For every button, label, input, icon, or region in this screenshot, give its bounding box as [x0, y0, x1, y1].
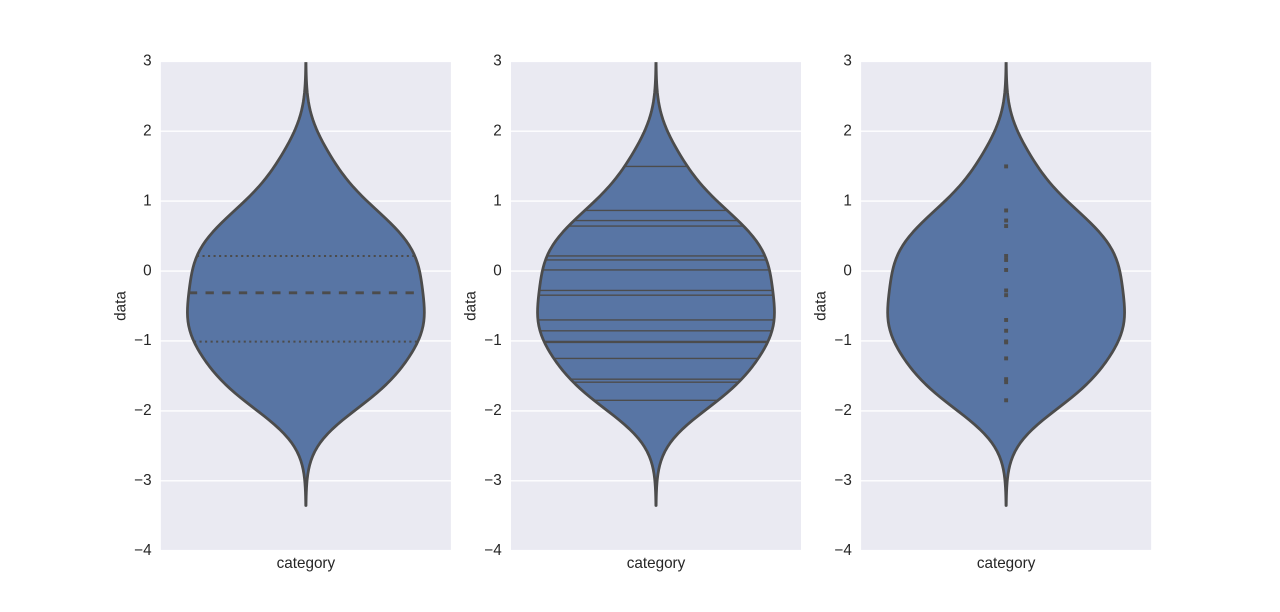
svg-text:category: category — [977, 555, 1036, 572]
svg-text:category: category — [277, 555, 336, 572]
svg-text:−2: −2 — [834, 402, 851, 419]
svg-text:−2: −2 — [134, 402, 151, 419]
svg-text:−4: −4 — [484, 542, 502, 559]
svg-text:1: 1 — [143, 192, 152, 209]
svg-text:0: 0 — [843, 262, 852, 279]
svg-text:3: 3 — [493, 52, 502, 69]
svg-text:1: 1 — [493, 192, 502, 209]
svg-text:2: 2 — [143, 122, 152, 139]
svg-text:2: 2 — [843, 122, 852, 139]
svg-text:−3: −3 — [484, 472, 501, 489]
svg-text:0: 0 — [143, 262, 152, 279]
svg-text:−2: −2 — [484, 402, 501, 419]
svg-text:3: 3 — [843, 52, 852, 69]
svg-text:−3: −3 — [834, 472, 851, 489]
svg-text:−1: −1 — [484, 332, 501, 349]
svg-text:2: 2 — [493, 122, 502, 139]
svg-text:−1: −1 — [834, 332, 851, 349]
svg-text:−3: −3 — [134, 472, 151, 489]
svg-text:1: 1 — [843, 192, 852, 209]
svg-text:data: data — [813, 291, 830, 321]
svg-text:category: category — [627, 555, 686, 572]
svg-text:0: 0 — [493, 262, 502, 279]
svg-text:3: 3 — [143, 52, 152, 69]
svg-text:−4: −4 — [834, 542, 852, 559]
svg-text:−4: −4 — [134, 542, 152, 559]
svg-text:−1: −1 — [134, 332, 151, 349]
svg-text:data: data — [462, 291, 479, 321]
svg-text:data: data — [112, 291, 129, 321]
